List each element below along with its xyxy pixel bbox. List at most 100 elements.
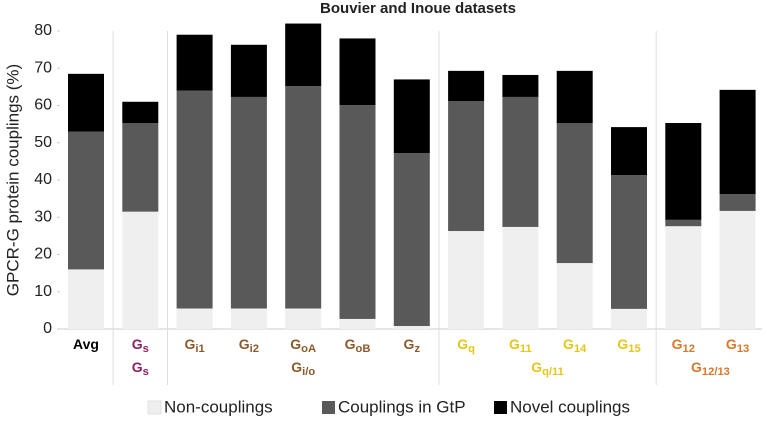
group-label-part: 12/13 — [702, 366, 730, 378]
x-tick-label-part: G — [617, 336, 628, 352]
x-tick-label-part: 12 — [683, 343, 695, 355]
group-label-part: G — [132, 359, 143, 375]
y-tick-label: 60 — [34, 97, 52, 114]
group-label: Gi/o — [291, 359, 315, 378]
group-label-part: G — [691, 359, 702, 375]
y-tick-label: 20 — [34, 246, 52, 263]
bar-segment — [68, 131, 104, 270]
bar-segment — [665, 219, 702, 227]
x-tick-label-part: G — [457, 336, 468, 352]
y-tick-label: 70 — [34, 59, 52, 76]
bar-segment — [68, 73, 104, 132]
group-label-part: G — [291, 359, 302, 375]
bar-segment — [393, 153, 430, 327]
bar-segment — [448, 101, 485, 232]
group-label-part: q/11 — [542, 366, 564, 378]
group-label-part: s — [143, 366, 149, 378]
bar-segment — [230, 308, 267, 329]
x-tick-label: Gs — [132, 336, 149, 355]
x-tick-label-part: G — [290, 336, 301, 352]
legend-label: Novel couplings — [510, 397, 630, 416]
x-tick-label-part: oB — [355, 343, 370, 355]
y-tick-label: 80 — [34, 22, 52, 39]
x-tick-label: GoB — [345, 336, 371, 355]
bar-segment — [448, 70, 485, 102]
x-tick-label-part: oA — [301, 343, 316, 355]
x-tick-label-part: i2 — [250, 343, 259, 355]
legend-swatch — [494, 401, 507, 414]
bar-segment — [665, 123, 702, 220]
x-tick-label: G15 — [617, 336, 640, 355]
group-label: Gq/11 — [531, 359, 564, 378]
bar-segment — [611, 127, 647, 176]
bar-segment — [230, 44, 267, 97]
bar-segment — [556, 123, 593, 264]
x-tick-label: Gi2 — [239, 336, 259, 355]
bar-segment — [285, 23, 322, 87]
bar-segment — [556, 263, 593, 329]
x-tick-label: G13 — [726, 336, 749, 355]
x-tick-label-part: i1 — [195, 343, 204, 355]
group-label: Gs — [132, 359, 149, 378]
x-tick-label-part: 11 — [520, 343, 532, 355]
x-tick-label: G14 — [563, 336, 587, 355]
bar-segment — [285, 86, 322, 309]
bar-segment — [719, 89, 756, 195]
y-tick-label: 10 — [34, 283, 52, 300]
chart-title: Bouvier and Inoue datasets — [320, 0, 516, 17]
y-tick-label: 50 — [34, 134, 52, 151]
group-label: G12/13 — [691, 359, 730, 378]
bar-segment — [502, 96, 539, 227]
x-tick-label-part: q — [468, 343, 475, 355]
legend-label: Non-couplings — [164, 397, 273, 416]
bar-segment — [176, 308, 213, 329]
x-tick-label-part: G — [672, 336, 683, 352]
bar-segment — [285, 308, 322, 329]
bar-segment — [176, 90, 213, 309]
bar-segment — [230, 96, 267, 309]
x-tick-label-part: z — [414, 343, 420, 355]
x-tick-label: Gz — [404, 336, 421, 355]
x-tick-label-part: 14 — [574, 343, 587, 355]
group-label-part: G — [531, 359, 542, 375]
x-tick-label-part: 15 — [628, 343, 640, 355]
bar-segment — [556, 70, 593, 124]
x-tick-label: Gq — [457, 336, 475, 355]
bar-segment — [611, 308, 647, 329]
legend-swatch — [322, 401, 335, 414]
x-tick-label-part: G — [345, 336, 356, 352]
x-tick-label-part: G — [184, 336, 195, 352]
bar-segment — [122, 123, 159, 212]
bar-segment — [448, 231, 485, 329]
x-tick-label-part: G — [563, 336, 574, 352]
x-tick-label: Gi1 — [184, 336, 204, 355]
x-tick-label-part: G — [726, 336, 737, 352]
y-axis-label: GPCR-G protein couplings (%) — [3, 64, 22, 296]
x-tick-label: GoA — [290, 336, 316, 355]
bar-segment — [611, 175, 647, 309]
x-tick-label: G12 — [672, 336, 695, 355]
bar-segment — [502, 74, 539, 97]
x-tick-label: Avg — [73, 336, 99, 352]
x-tick-label-part: s — [143, 343, 149, 355]
bar-segment — [122, 101, 159, 124]
x-tick-label-part: 13 — [737, 343, 749, 355]
x-tick-label-part: G — [509, 336, 520, 352]
x-tick-label-part: G — [404, 336, 415, 352]
bar-segment — [339, 105, 376, 319]
bar-segment — [393, 79, 430, 154]
y-tick-label: 40 — [34, 171, 52, 188]
bar-segment — [176, 34, 213, 91]
bar-segment — [339, 318, 376, 329]
bar-segment — [719, 194, 756, 211]
x-tick-label-part: Avg — [73, 336, 99, 352]
bar-segment — [502, 226, 539, 329]
bar-segment — [339, 38, 376, 106]
group-label-part: i/o — [302, 366, 315, 378]
bar-segment — [719, 210, 756, 329]
bar-segment — [393, 326, 430, 329]
x-tick-label-part: G — [132, 336, 143, 352]
bar-segment — [665, 226, 702, 329]
x-tick-label: G11 — [509, 336, 532, 355]
